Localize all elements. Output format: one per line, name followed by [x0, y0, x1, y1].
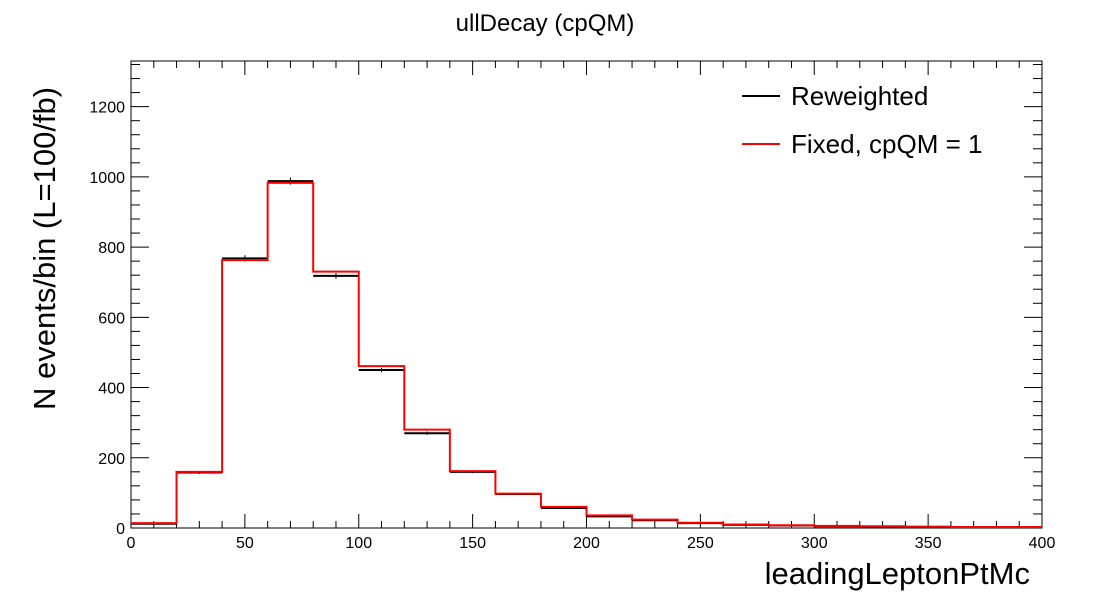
y-tick-label: 400	[98, 381, 125, 398]
series-layer	[131, 177, 1042, 529]
x-tick-label: 400	[1029, 535, 1056, 552]
y-tick-label: 1000	[89, 170, 125, 187]
x-tick-label: 200	[573, 535, 600, 552]
x-tick-label: 300	[801, 535, 828, 552]
y-axis-title: N events/bin (L=100/fb)	[27, 87, 62, 410]
y-tick-label: 600	[98, 310, 125, 327]
x-tick-label: 0	[127, 535, 136, 552]
axis-ticks	[130, 61, 1043, 529]
y-tick-label: 0	[116, 521, 125, 538]
x-tick-label: 150	[459, 535, 486, 552]
y-tick-label: 1200	[89, 100, 125, 117]
y-tick-label: 200	[98, 451, 125, 468]
x-tick-labels: 0 50 100 150 200 250 300 350 400	[127, 535, 1056, 552]
x-tick-label: 250	[687, 535, 714, 552]
x-tick-label: 100	[345, 535, 372, 552]
x-axis-title: leadingLeptonPtMc	[765, 556, 1030, 591]
x-tick-label: 50	[236, 535, 254, 552]
legend-label-fixed: Fixed, cpQM = 1	[791, 129, 982, 159]
fixed-step-line	[131, 181, 1042, 528]
chart-title: ullDecay (cpQM)	[456, 10, 635, 37]
x-tick-label: 350	[915, 535, 942, 552]
legend-label-reweighted: Reweighted	[791, 81, 928, 111]
y-tick-labels: 0 200 400 600 800 1000 1200	[89, 100, 125, 538]
y-tick-label: 800	[98, 240, 125, 257]
legend: Reweighted Fixed, cpQM = 1	[742, 81, 982, 159]
